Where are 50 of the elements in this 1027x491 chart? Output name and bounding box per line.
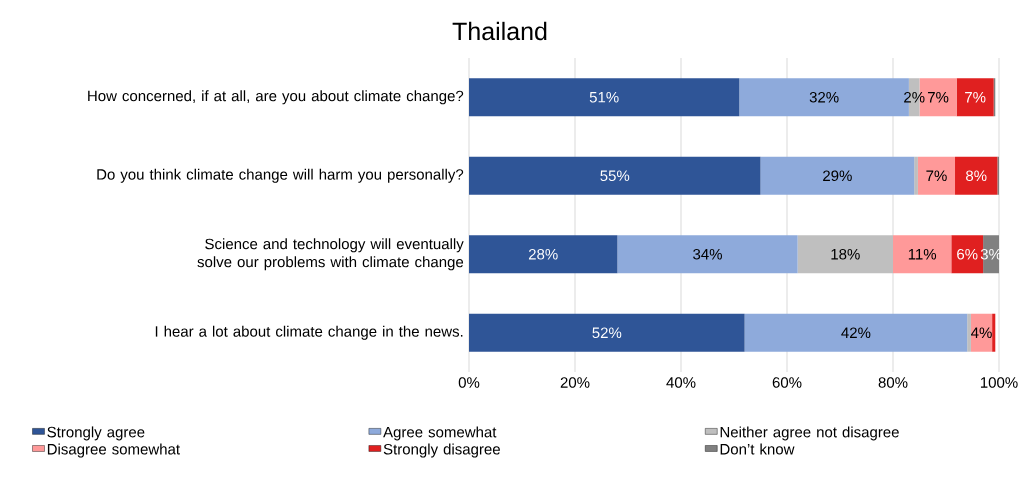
legend-label: Disagree somewhat	[47, 443, 180, 458]
bar	[914, 156, 918, 195]
bar	[992, 313, 996, 352]
legend-label: Strongly disagree	[383, 443, 500, 458]
bar	[469, 78, 740, 117]
bar	[955, 156, 998, 195]
data-label: 32%	[809, 91, 839, 103]
y-tick-label: Do you think climate change will harm you personally?	[97, 168, 464, 183]
y-tick-label: I hear a lot about climate change in the news.	[155, 325, 463, 340]
bar	[970, 313, 993, 352]
bar	[760, 156, 915, 195]
chart-title: Thailand	[452, 21, 547, 41]
y-tick-label: How concerned, if at all, are you about climate change?	[88, 90, 464, 105]
data-label: 7%	[926, 170, 947, 181]
data-label: 52%	[592, 327, 622, 339]
data-label: 51%	[589, 91, 619, 103]
data-label: 42%	[841, 327, 871, 339]
bar	[797, 235, 893, 274]
data-label: 7%	[927, 91, 949, 103]
legend-label: Agree somewhat	[383, 426, 497, 441]
bar	[893, 235, 952, 274]
x-tick-label: 20%	[560, 377, 590, 388]
bar	[469, 156, 761, 195]
x-tick-label: 100%	[980, 377, 1018, 388]
x-tick-label: 80%	[878, 377, 908, 388]
data-label: 11%	[908, 248, 937, 260]
y-tick-label: Science and technology will eventually solve our problems with climate change	[197, 238, 464, 271]
bar	[956, 78, 994, 117]
data-label: 28%	[528, 248, 558, 260]
bar	[617, 235, 798, 274]
legend-label: Strongly agree	[47, 426, 145, 441]
legend-label: Don’t know	[720, 443, 795, 455]
data-label: 55%	[600, 170, 630, 182]
data-label: 34%	[693, 248, 722, 260]
bar	[967, 313, 971, 352]
legend-label: Neither agree not disagree	[720, 426, 899, 441]
bar	[469, 313, 745, 352]
bar	[469, 235, 618, 274]
bar	[744, 313, 968, 352]
data-label: 2%	[904, 91, 925, 103]
x-tick-label: 60%	[772, 377, 802, 388]
bar	[917, 156, 956, 195]
x-tick-label: 40%	[666, 377, 696, 388]
x-tick-label: 0%	[458, 377, 480, 388]
data-label: 18%	[831, 248, 860, 260]
data-label: 6%	[957, 248, 978, 260]
data-label: 29%	[823, 170, 852, 182]
data-label: 7%	[965, 91, 986, 103]
data-label: 4%	[971, 327, 992, 338]
data-label: 8%	[966, 170, 987, 182]
